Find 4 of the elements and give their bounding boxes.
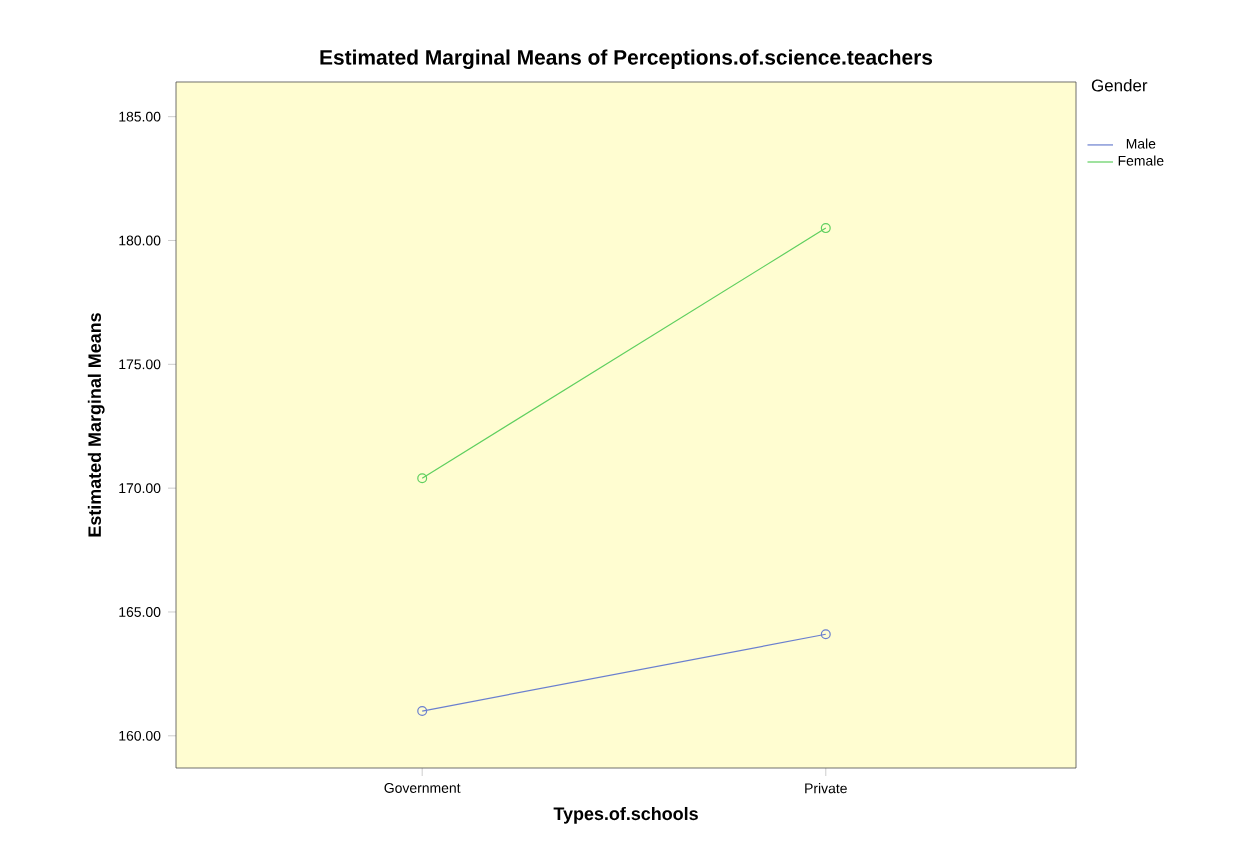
y-axis-title: Estimated Marginal Means [87, 313, 105, 537]
legend-title: Gender [1091, 79, 1148, 92]
x-axis-title: Types.of.schools [553, 806, 698, 824]
chart-title: Estimated Marginal Means of Perceptions.of.science.teachers [320, 49, 933, 69]
